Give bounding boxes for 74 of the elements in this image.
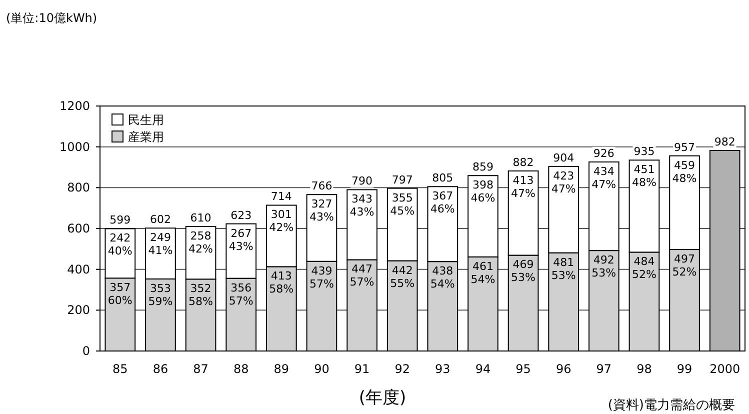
data-label: 343 43% <box>350 192 374 219</box>
total-label: 766 <box>311 180 332 193</box>
total-label: 602 <box>150 213 171 226</box>
data-label: 267 43% <box>228 226 254 253</box>
total-label: 882 <box>512 156 534 169</box>
y-tick-label: 1200 <box>59 99 90 113</box>
data-label: 327 43% <box>309 198 334 224</box>
data-label: 469 53% <box>511 258 536 284</box>
y-tick-label: 600 <box>67 222 90 236</box>
data-label: 249 41% <box>148 231 173 258</box>
data-label: 423 47% <box>551 169 576 196</box>
total-label: 714 <box>270 190 292 204</box>
legend-label: 民生用 <box>128 113 164 127</box>
data-label: 356 57% <box>228 281 254 308</box>
data-label: 352 58% <box>188 282 214 308</box>
x-tick-label: 92 <box>394 362 410 376</box>
y-tick-label: 200 <box>67 303 90 318</box>
total-label: 610 <box>190 211 212 224</box>
x-tick-label: 98 <box>636 362 652 376</box>
data-label: 492 53% <box>592 254 616 280</box>
data-label: 459 48% <box>672 158 697 185</box>
data-label: 434 47% <box>592 164 616 191</box>
total-label: 926 <box>593 146 614 160</box>
data-label: 447 57% <box>350 262 374 289</box>
data-label: 461 54% <box>470 260 496 286</box>
x-tick-label: 97 <box>596 362 612 376</box>
x-tick-label: 89 <box>274 362 290 376</box>
total-label: 982 <box>714 136 736 149</box>
total-label: 805 <box>432 172 454 185</box>
data-label: 301 42% <box>269 208 294 234</box>
x-tick-label: 91 <box>354 362 370 376</box>
data-label: 355 45% <box>390 191 415 218</box>
x-tick-label: 2000 <box>710 362 740 376</box>
data-label: 357 60% <box>108 281 132 308</box>
data-label: 353 59% <box>148 282 173 308</box>
total-label: 623 <box>230 208 252 222</box>
data-label: 258 42% <box>188 229 214 256</box>
x-tick-label: 96 <box>556 362 572 376</box>
x-tick-label: 88 <box>233 362 249 376</box>
total-label: 957 <box>674 140 696 154</box>
x-tick-label: 87 <box>193 362 208 376</box>
total-label: 859 <box>472 160 494 174</box>
data-label: 413 47% <box>511 174 536 200</box>
x-tick-label: 90 <box>314 362 330 376</box>
total-label: 935 <box>634 145 655 158</box>
total-label: 904 <box>553 151 574 164</box>
data-label: 439 57% <box>309 264 334 290</box>
legend-label: 産業用 <box>128 130 164 144</box>
text: (資料)電力需給の概要 <box>608 398 735 413</box>
y-tick-label: 800 <box>67 180 90 195</box>
x-tick-label: 85 <box>112 362 128 376</box>
data-label: 413 58% <box>269 270 294 296</box>
y-tick-label: 0 <box>82 344 90 358</box>
data-label: 242 40% <box>108 232 132 258</box>
data-label: 438 54% <box>430 264 455 291</box>
x-tick-label: 94 <box>475 362 491 376</box>
total-label: 599 <box>110 214 131 227</box>
x-tick-label: 99 <box>676 362 692 376</box>
data-label: 398 46% <box>470 178 496 205</box>
x-tick-label: 93 <box>435 362 450 376</box>
data-label: 497 52% <box>672 252 697 279</box>
x-axis-title: (年度) <box>358 388 406 408</box>
data-label: 481 53% <box>551 256 576 282</box>
x-tick-label: 95 <box>516 362 531 376</box>
total-label: 797 <box>392 173 413 186</box>
x-tick-label: 86 <box>152 362 168 376</box>
total-label: 790 <box>352 174 373 188</box>
data-label: 442 55% <box>390 264 415 290</box>
data-label: 367 46% <box>430 190 455 216</box>
y-tick-label: 1000 <box>59 140 90 154</box>
y-tick-label: 400 <box>67 262 90 276</box>
data-label: 484 52% <box>632 255 656 282</box>
data-label: 451 48% <box>632 163 656 190</box>
text: (単位:10億kWh) <box>6 11 98 25</box>
